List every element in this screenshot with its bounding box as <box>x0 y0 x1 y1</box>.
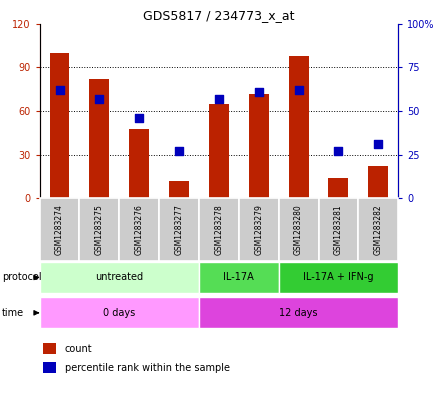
Bar <box>289 56 308 198</box>
Text: GSM1283277: GSM1283277 <box>175 204 183 255</box>
Bar <box>43 362 56 373</box>
Point <box>215 95 222 102</box>
Point <box>335 148 342 154</box>
Bar <box>279 198 319 261</box>
Text: time: time <box>2 308 24 318</box>
Text: GSM1283274: GSM1283274 <box>55 204 64 255</box>
Bar <box>80 198 119 261</box>
Bar <box>249 94 269 198</box>
Bar <box>50 53 70 198</box>
Text: GSM1283282: GSM1283282 <box>374 205 383 255</box>
Text: GSM1283280: GSM1283280 <box>294 204 303 255</box>
Bar <box>159 198 199 261</box>
Point <box>375 141 382 147</box>
Text: 12 days: 12 days <box>279 308 318 318</box>
Point <box>176 148 183 154</box>
Text: GSM1283279: GSM1283279 <box>254 204 263 255</box>
Point <box>56 87 63 93</box>
Text: protocol: protocol <box>2 272 42 283</box>
Bar <box>199 198 239 261</box>
Point <box>295 87 302 93</box>
Bar <box>43 343 56 354</box>
Bar <box>209 104 229 198</box>
Bar <box>169 181 189 198</box>
Point <box>136 115 143 121</box>
Title: GDS5817 / 234773_x_at: GDS5817 / 234773_x_at <box>143 9 295 22</box>
Bar <box>40 298 199 328</box>
Bar <box>89 79 109 198</box>
Bar <box>239 198 279 261</box>
Point <box>255 89 262 95</box>
Text: IL-17A: IL-17A <box>224 272 254 283</box>
Text: 0 days: 0 days <box>103 308 136 318</box>
Bar <box>40 262 199 293</box>
Text: GSM1283281: GSM1283281 <box>334 205 343 255</box>
Bar <box>40 198 80 261</box>
Bar <box>119 198 159 261</box>
Bar <box>319 198 358 261</box>
Text: untreated: untreated <box>95 272 143 283</box>
Bar <box>358 198 398 261</box>
Text: GSM1283276: GSM1283276 <box>135 204 144 255</box>
Bar <box>129 129 149 198</box>
Text: GSM1283275: GSM1283275 <box>95 204 104 255</box>
Text: GSM1283278: GSM1283278 <box>214 204 224 255</box>
Bar <box>199 298 398 328</box>
Bar <box>329 178 348 198</box>
Point <box>96 95 103 102</box>
Bar <box>368 166 388 198</box>
Text: percentile rank within the sample: percentile rank within the sample <box>65 363 230 373</box>
Text: IL-17A + IFN-g: IL-17A + IFN-g <box>303 272 374 283</box>
Text: count: count <box>65 343 92 354</box>
Bar <box>199 262 279 293</box>
Bar <box>279 262 398 293</box>
